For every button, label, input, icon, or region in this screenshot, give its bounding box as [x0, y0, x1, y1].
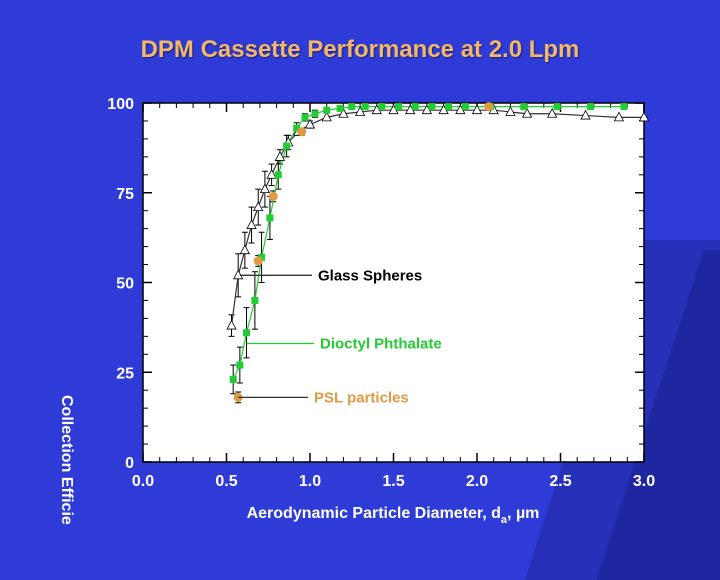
psl-particles-point [484, 102, 494, 112]
glass-spheres-point [246, 219, 257, 229]
glass-spheres-point [226, 319, 237, 330]
x-axis-label: Aerodynamic Particle Diameter, da, µm [247, 505, 540, 526]
y-tick-label: 100 [107, 96, 134, 113]
y-tick-label: 50 [116, 276, 134, 293]
glass-spheres-point [613, 111, 625, 122]
glass-spheres-point [304, 118, 316, 129]
slide-title: DPM Cassette Performance at 2.0 Lpm [140, 36, 580, 63]
x-tick-label: 1.5 [382, 473, 404, 490]
annotation-dioctyl-phthalate: Dioctyl Phthalate [320, 336, 442, 353]
dioctyl-phthalate-point [283, 142, 291, 150]
psl-particles-point [297, 127, 307, 137]
dioctyl-phthalate-point [229, 375, 237, 383]
psl-particles-point [253, 256, 263, 266]
glass-spheres-point [546, 107, 558, 118]
dioctyl-phthalate-point [378, 103, 386, 111]
dioctyl-phthalate-point [348, 103, 356, 111]
dioctyl-phthalate-point [236, 361, 244, 369]
annotation-glass-spheres: Glass Spheres [318, 267, 422, 284]
x-axis-label-main: Aerodynamic Particle Diameter, d [247, 505, 501, 522]
glass-spheres-point [266, 168, 277, 179]
dioctyl-phthalate-point [266, 214, 274, 222]
dioctyl-phthalate-point [620, 103, 628, 111]
y-tick-label: 75 [116, 186, 134, 203]
dioctyl-phthalate-point [323, 106, 331, 114]
dioctyl-phthalate-point [293, 124, 301, 132]
dioctyl-phthalate-point [251, 296, 259, 304]
dioctyl-phthalate-point [445, 103, 453, 111]
dioctyl-phthalate-point [428, 103, 436, 111]
dioctyl-phthalate-point [301, 113, 309, 121]
glass-spheres-point [471, 104, 483, 115]
x-tick-label: 0.5 [215, 473, 237, 490]
dioctyl-phthalate-point [461, 103, 469, 111]
x-tick-label: 2.5 [549, 473, 571, 490]
glass-spheres-point [354, 106, 366, 116]
x-tick-label: 2.0 [466, 473, 488, 490]
y-tick-label: 25 [116, 365, 134, 382]
glass-spheres-point [253, 201, 264, 212]
dioctyl-phthalate-point [553, 103, 561, 111]
glass-spheres-point [505, 106, 516, 116]
glass-spheres-point [259, 183, 271, 194]
x-axis-label-unit: , µm [507, 505, 539, 522]
glass-spheres-point [580, 109, 591, 120]
glass-spheres-point [274, 150, 286, 161]
y-tick-label: 0 [125, 455, 134, 472]
glass-spheres-point [239, 244, 251, 255]
dioctyl-phthalate-point [274, 171, 282, 179]
dioctyl-phthalate-point [361, 103, 369, 111]
dioctyl-phthalate-point [395, 103, 403, 111]
glass-spheres-point [638, 111, 650, 122]
glass-spheres-point [338, 107, 349, 118]
efficiency-chart: 0.0 0.5 1.0 1.5 2.0 2.5 3.0 0 25 50 75 100 Glass Sp… [58, 96, 655, 526]
plot-area [143, 103, 644, 462]
dioctyl-phthalate-point [411, 103, 419, 111]
dioctyl-phthalate-point [587, 103, 595, 111]
glass-spheres-point [521, 107, 533, 118]
x-tick-label: 1.0 [299, 473, 321, 490]
dioctyl-phthalate-point [336, 104, 344, 112]
x-axis-label-sub: a [501, 514, 508, 526]
y-axis-label: Collection Efficie [58, 395, 75, 525]
x-tick-label: 0.0 [132, 473, 154, 490]
psl-particles-point [268, 191, 278, 201]
dioctyl-phthalate-point [258, 253, 266, 261]
glass-spheres-line [230, 109, 644, 326]
dioctyl-phthalate-point [311, 110, 319, 118]
annotation-psl-particles: PSL particles [314, 389, 409, 406]
x-tick-label: 3.0 [633, 473, 655, 490]
dioctyl-phthalate-point [520, 103, 528, 111]
glass-spheres-point [233, 269, 244, 280]
glass-spheres-point [321, 111, 332, 122]
dioctyl-phthalate-point [243, 329, 251, 337]
